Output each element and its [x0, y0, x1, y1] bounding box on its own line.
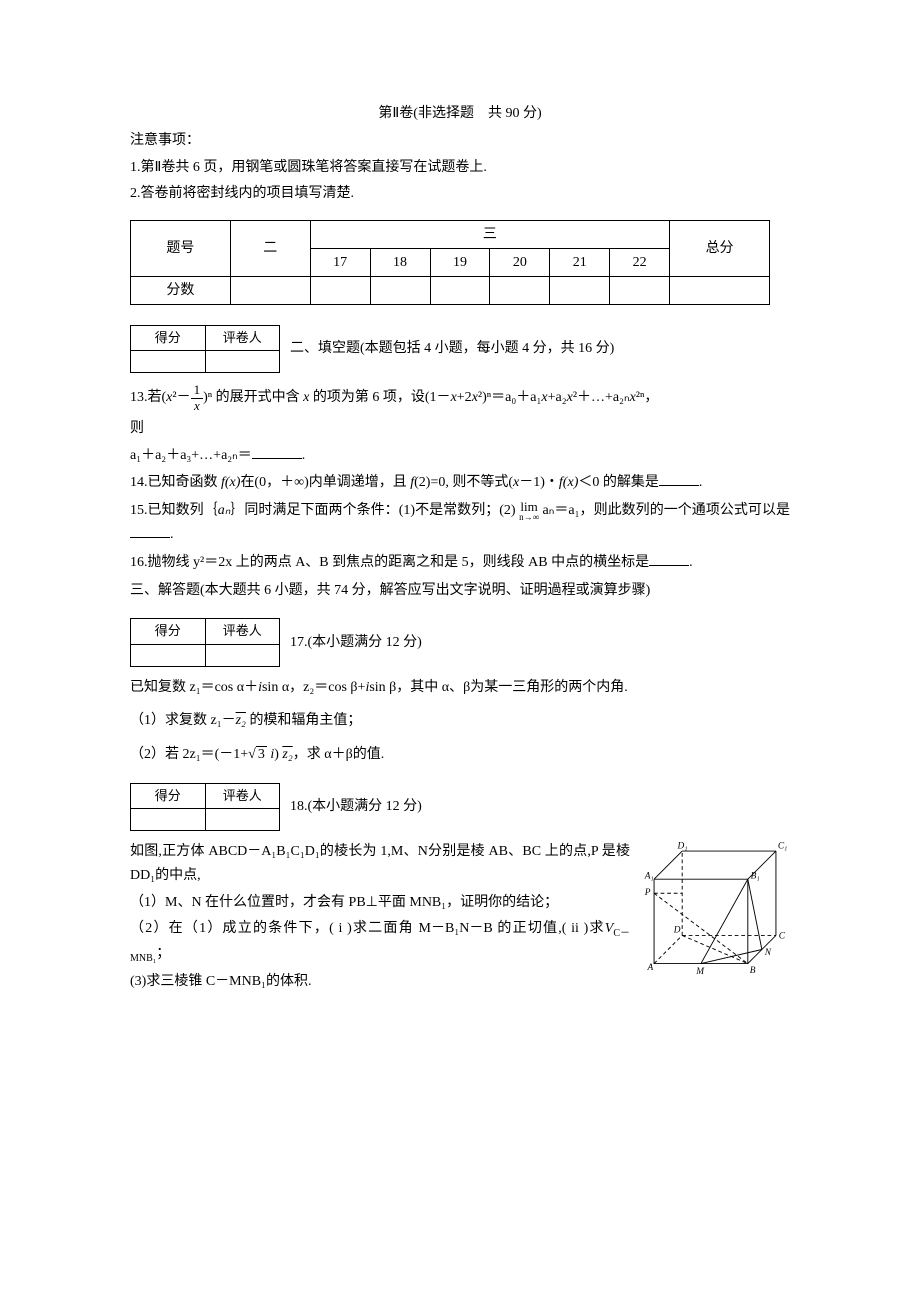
- grader-score: 得分: [131, 619, 206, 644]
- score-cell: [230, 277, 310, 305]
- grader-score: 得分: [131, 783, 206, 808]
- grader-person: 评卷人: [205, 619, 280, 644]
- svg-text:D: D: [673, 926, 681, 936]
- section2-title: 二、填空题(本题包括 4 小题，每小题 4 分，共 16 分): [290, 337, 614, 361]
- row-score-label: 分数: [131, 277, 231, 305]
- grader-blank: [205, 809, 280, 831]
- blank-q14: [659, 472, 699, 486]
- blank-q13: [252, 445, 302, 459]
- subcol-18: 18: [370, 249, 430, 277]
- svg-text:C₁: C₁: [778, 841, 788, 851]
- subcol-19: 19: [430, 249, 490, 277]
- score-cell: [490, 277, 550, 305]
- section3-title: 三、解答题(本大题共 6 小题，共 74 分，解答应写出文字说明、证明過程或演算…: [130, 579, 790, 603]
- col-total: 总分: [670, 221, 770, 277]
- svg-text:B: B: [750, 966, 756, 976]
- grader-blank: [205, 644, 280, 666]
- section2-header: 得分评卷人 二、填空题(本题包括 4 小题，每小题 4 分，共 16 分): [130, 319, 790, 379]
- q18-intro: 如图,正方体 ABCD－A₁B₁C₁D₁的棱长为 1,M、N分别是棱 AB、BC…: [130, 840, 630, 888]
- svg-text:C: C: [779, 931, 786, 941]
- score-cell: [310, 277, 370, 305]
- score-cell: [370, 277, 430, 305]
- grader-blank: [205, 351, 280, 373]
- notice-2: 2.答卷前将密封线内的项目填写清楚.: [130, 182, 790, 206]
- cube-diagram: D₁ C₁ A₁ B₁ P D C A B M N: [640, 837, 790, 987]
- q17-p2: （2）若 2z₁＝(－1+3 i) z₂，求 α＋β的值.: [130, 743, 790, 767]
- svg-text:A: A: [647, 963, 654, 973]
- grader-person: 评卷人: [205, 326, 280, 351]
- q18-p2: （2）在（1）成立的条件下，( i )求二面角 M－B₁N－B 的正切值,( i…: [130, 917, 630, 967]
- grader-table: 得分评卷人: [130, 783, 280, 831]
- svg-text:M: M: [695, 967, 705, 977]
- subcol-17: 17: [310, 249, 370, 277]
- score-cell: [430, 277, 490, 305]
- grader-person: 评卷人: [205, 783, 280, 808]
- notice-label: 注意事项：: [130, 129, 790, 153]
- grader-score: 得分: [131, 326, 206, 351]
- score-cell: [670, 277, 770, 305]
- q18-title: 18.(本小题满分 12 分): [290, 795, 422, 819]
- q17-intro: 已知复数 z₁＝cos α＋isin α，z₂＝cos β+isin β，其中 …: [130, 676, 790, 700]
- subcol-21: 21: [550, 249, 610, 277]
- q17-header: 得分评卷人 17.(本小题满分 12 分): [130, 612, 790, 672]
- svg-text:P: P: [644, 888, 651, 898]
- q16: 16.抛物线 y²＝2x 上的两点 A、B 到焦点的距离之和是 5，则线段 AB…: [130, 551, 790, 575]
- grader-blank: [131, 351, 206, 373]
- blank-q15: [130, 524, 170, 538]
- grader-blank: [131, 809, 206, 831]
- q18-body: 如图,正方体 ABCD－A₁B₁C₁D₁的棱长为 1,M、N分别是棱 AB、BC…: [130, 837, 790, 997]
- svg-text:B₁: B₁: [751, 871, 760, 881]
- q17-p1: （1）求复数 z₁－z₂ 的模和辐角主值；: [130, 709, 790, 733]
- grader-blank: [131, 644, 206, 666]
- part2-title: 第Ⅱ卷(非选择题 共 90 分): [130, 102, 790, 126]
- notice-1: 1.第Ⅱ卷共 6 页，用钢笔或圆珠笔将答案直接写在试题卷上.: [130, 156, 790, 180]
- score-cell: [610, 277, 670, 305]
- q18-p1: （1）M、N 在什么位置时，才会有 PB⊥平面 MNB₁，证明你的结论；: [130, 891, 630, 915]
- score-table: 题号 二 三 总分 17 18 19 20 21 22 分数: [130, 220, 770, 305]
- grader-table: 得分评卷人: [130, 325, 280, 373]
- svg-text:D₁: D₁: [677, 841, 688, 851]
- grader-table: 得分评卷人: [130, 618, 280, 666]
- q13: 13.若(x²－1x)ⁿ 的展开式中含 x 的项为第 6 项，设(1－x+2x²…: [130, 383, 790, 413]
- q14: 14.已知奇函数 f(x)在(0，＋∞)内单调递增，且 f(2)=0, 则不等式…: [130, 471, 790, 495]
- col-three: 三: [310, 221, 669, 249]
- blank-q16: [649, 552, 689, 566]
- svg-text:N: N: [764, 948, 772, 958]
- q13-then: 则: [130, 417, 790, 441]
- svg-text:A₁: A₁: [644, 871, 654, 881]
- score-cell: [550, 277, 610, 305]
- q18-p3: (3)求三棱锥 C－MNB₁的体积.: [130, 970, 630, 994]
- q18-header: 得分评卷人 18.(本小题满分 12 分): [130, 777, 790, 837]
- q15: 15.已知数列｛aₙ｝同时满足下面两个条件：(1)不是常数列；(2) limn→…: [130, 499, 790, 547]
- subcol-22: 22: [610, 249, 670, 277]
- q17-title: 17.(本小题满分 12 分): [290, 631, 422, 655]
- col-question: 题号: [131, 221, 231, 277]
- col-two: 二: [230, 221, 310, 277]
- q13-sum: a₁＋a₂＋a₃+…+a₂ₙ＝.: [130, 444, 790, 468]
- subcol-20: 20: [490, 249, 550, 277]
